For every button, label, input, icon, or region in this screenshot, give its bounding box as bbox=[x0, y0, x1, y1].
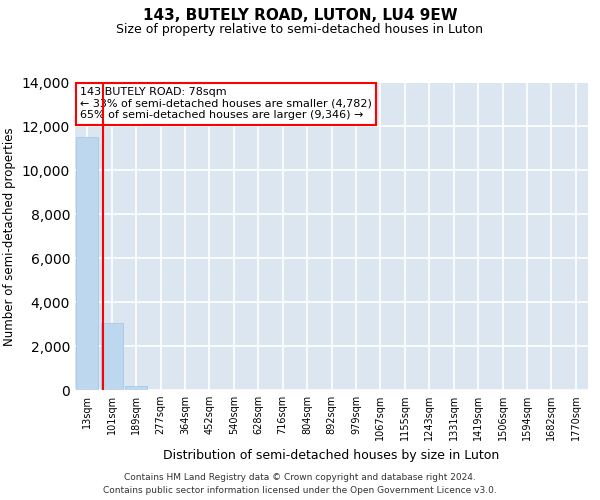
Text: Contains HM Land Registry data © Crown copyright and database right 2024.: Contains HM Land Registry data © Crown c… bbox=[124, 472, 476, 482]
Text: Size of property relative to semi-detached houses in Luton: Size of property relative to semi-detach… bbox=[116, 22, 484, 36]
Bar bbox=[76, 138, 98, 390]
Bar bbox=[101, 323, 122, 390]
Y-axis label: Number of semi-detached properties: Number of semi-detached properties bbox=[4, 127, 16, 346]
Text: 143, BUTELY ROAD, LUTON, LU4 9EW: 143, BUTELY ROAD, LUTON, LU4 9EW bbox=[143, 8, 457, 22]
X-axis label: Distribution of semi-detached houses by size in Luton: Distribution of semi-detached houses by … bbox=[163, 448, 500, 462]
Bar bbox=[125, 386, 147, 390]
Text: Contains public sector information licensed under the Open Government Licence v3: Contains public sector information licen… bbox=[103, 486, 497, 495]
Text: 143 BUTELY ROAD: 78sqm
← 33% of semi-detached houses are smaller (4,782)
65% of : 143 BUTELY ROAD: 78sqm ← 33% of semi-det… bbox=[80, 87, 372, 120]
